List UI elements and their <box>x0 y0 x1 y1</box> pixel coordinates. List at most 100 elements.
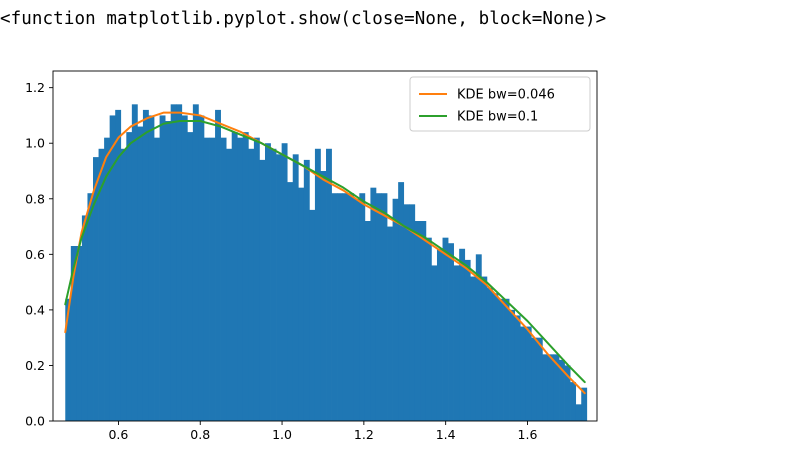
histogram-bar <box>559 359 565 421</box>
histogram-bar <box>265 143 271 421</box>
x-tick-label: 1.4 <box>436 427 456 442</box>
histogram-bar <box>253 137 260 422</box>
histogram-bar <box>448 243 454 421</box>
histogram-bar <box>387 226 393 421</box>
histogram-bar <box>242 132 249 422</box>
histogram-bar <box>170 104 177 421</box>
histogram-bar <box>525 326 532 421</box>
y-tick-label: 0.8 <box>25 191 45 206</box>
histogram-bar <box>409 204 416 421</box>
histogram-bar <box>287 182 294 421</box>
histogram-bar <box>564 365 571 421</box>
histogram-bar <box>425 237 432 421</box>
histogram-bar <box>464 259 471 421</box>
histogram-bar <box>436 248 443 421</box>
x-tick-label: 0.6 <box>108 427 128 442</box>
histogram-bar <box>442 237 449 421</box>
y-tick-label: 0.6 <box>25 247 45 262</box>
histogram-bar <box>420 221 427 421</box>
histogram-bar <box>237 137 244 422</box>
histogram-bar <box>486 287 493 421</box>
histogram-bar <box>481 276 488 421</box>
histogram-bar <box>104 137 111 422</box>
x-tick-label: 1.2 <box>354 427 374 442</box>
histogram-bar <box>520 326 527 421</box>
x-tick-label: 0.8 <box>190 427 210 442</box>
histogram-bar <box>581 387 588 421</box>
histogram-bar <box>514 315 521 421</box>
histogram-bar <box>303 159 310 421</box>
histogram-bar <box>570 382 577 421</box>
histogram-bar <box>109 115 116 421</box>
legend: KDE bw=0.046 KDE bw=0.1 <box>409 76 591 132</box>
histogram-bar <box>414 221 421 421</box>
histogram-bar <box>431 265 438 421</box>
histogram-bar <box>359 193 366 421</box>
histogram-bar <box>226 148 233 421</box>
histogram-bar <box>547 354 554 421</box>
histogram-bar <box>93 157 99 422</box>
histogram-bar <box>459 248 466 421</box>
histogram-bar <box>498 298 504 421</box>
histogram-bar <box>148 115 155 421</box>
y-tick-label: 1.0 <box>25 136 45 151</box>
histogram-bar <box>281 143 288 421</box>
legend-entry-label: KDE bw=0.046 <box>457 88 555 103</box>
histogram-bar <box>509 309 515 421</box>
x-tick-label: 1.6 <box>518 427 538 442</box>
histogram-bar <box>70 246 77 421</box>
histogram-bar <box>392 198 399 421</box>
y-tick-label: 1.2 <box>25 80 45 95</box>
histogram-bar <box>209 137 216 422</box>
histogram-bar <box>198 115 205 421</box>
histogram-bar <box>98 148 105 421</box>
histogram-bar <box>220 137 227 422</box>
histogram-bar <box>259 159 266 421</box>
histogram-bar <box>87 193 94 421</box>
histogram-bar <box>553 354 560 421</box>
histogram-bar <box>76 246 83 421</box>
histogram-bar <box>159 115 166 421</box>
histogram-bar <box>137 126 144 421</box>
histogram-bar <box>342 193 349 421</box>
histogram-bar <box>120 148 127 421</box>
histogram-bar <box>575 404 582 421</box>
histogram-bar <box>320 171 327 421</box>
histogram-bar <box>115 109 122 421</box>
histogram-bar <box>314 148 321 421</box>
histogram-bar <box>248 148 255 421</box>
x-tick-label: 1.0 <box>272 427 292 442</box>
histogram-bar <box>298 187 305 421</box>
histogram-bar <box>154 137 160 422</box>
histogram-bars <box>65 104 588 422</box>
axes-frame <box>52 70 598 422</box>
histogram-bar <box>453 265 460 421</box>
histogram-bar <box>165 121 172 421</box>
histogram-bar <box>403 204 410 421</box>
histogram-bar <box>181 115 188 421</box>
y-axis: 0.0 0.2 0.4 0.6 0.8 1.0 1.2 <box>25 80 53 429</box>
histogram-bar <box>192 104 199 421</box>
histogram-bar <box>375 193 382 421</box>
histogram-bar <box>337 193 344 421</box>
kde-line-2 <box>64 120 586 384</box>
histogram-bar <box>309 209 316 421</box>
histogram-bar <box>492 293 499 421</box>
histogram-bar <box>381 193 388 421</box>
histogram-bar <box>187 132 194 422</box>
histogram-bar <box>536 337 543 421</box>
histogram-bar <box>81 215 88 421</box>
histogram-bar <box>326 148 332 421</box>
legend-box <box>409 76 591 132</box>
histogram-bar <box>292 154 299 421</box>
histogram-bar <box>131 104 138 421</box>
histogram-bar <box>176 104 183 421</box>
histogram-bar <box>203 137 210 422</box>
histogram-bar <box>142 109 149 421</box>
histogram-bar <box>398 182 405 421</box>
y-tick-label: 0.4 <box>25 302 45 317</box>
y-tick-label: 0.0 <box>25 414 45 429</box>
histogram-bar <box>503 298 510 421</box>
histogram-bar <box>353 198 360 421</box>
